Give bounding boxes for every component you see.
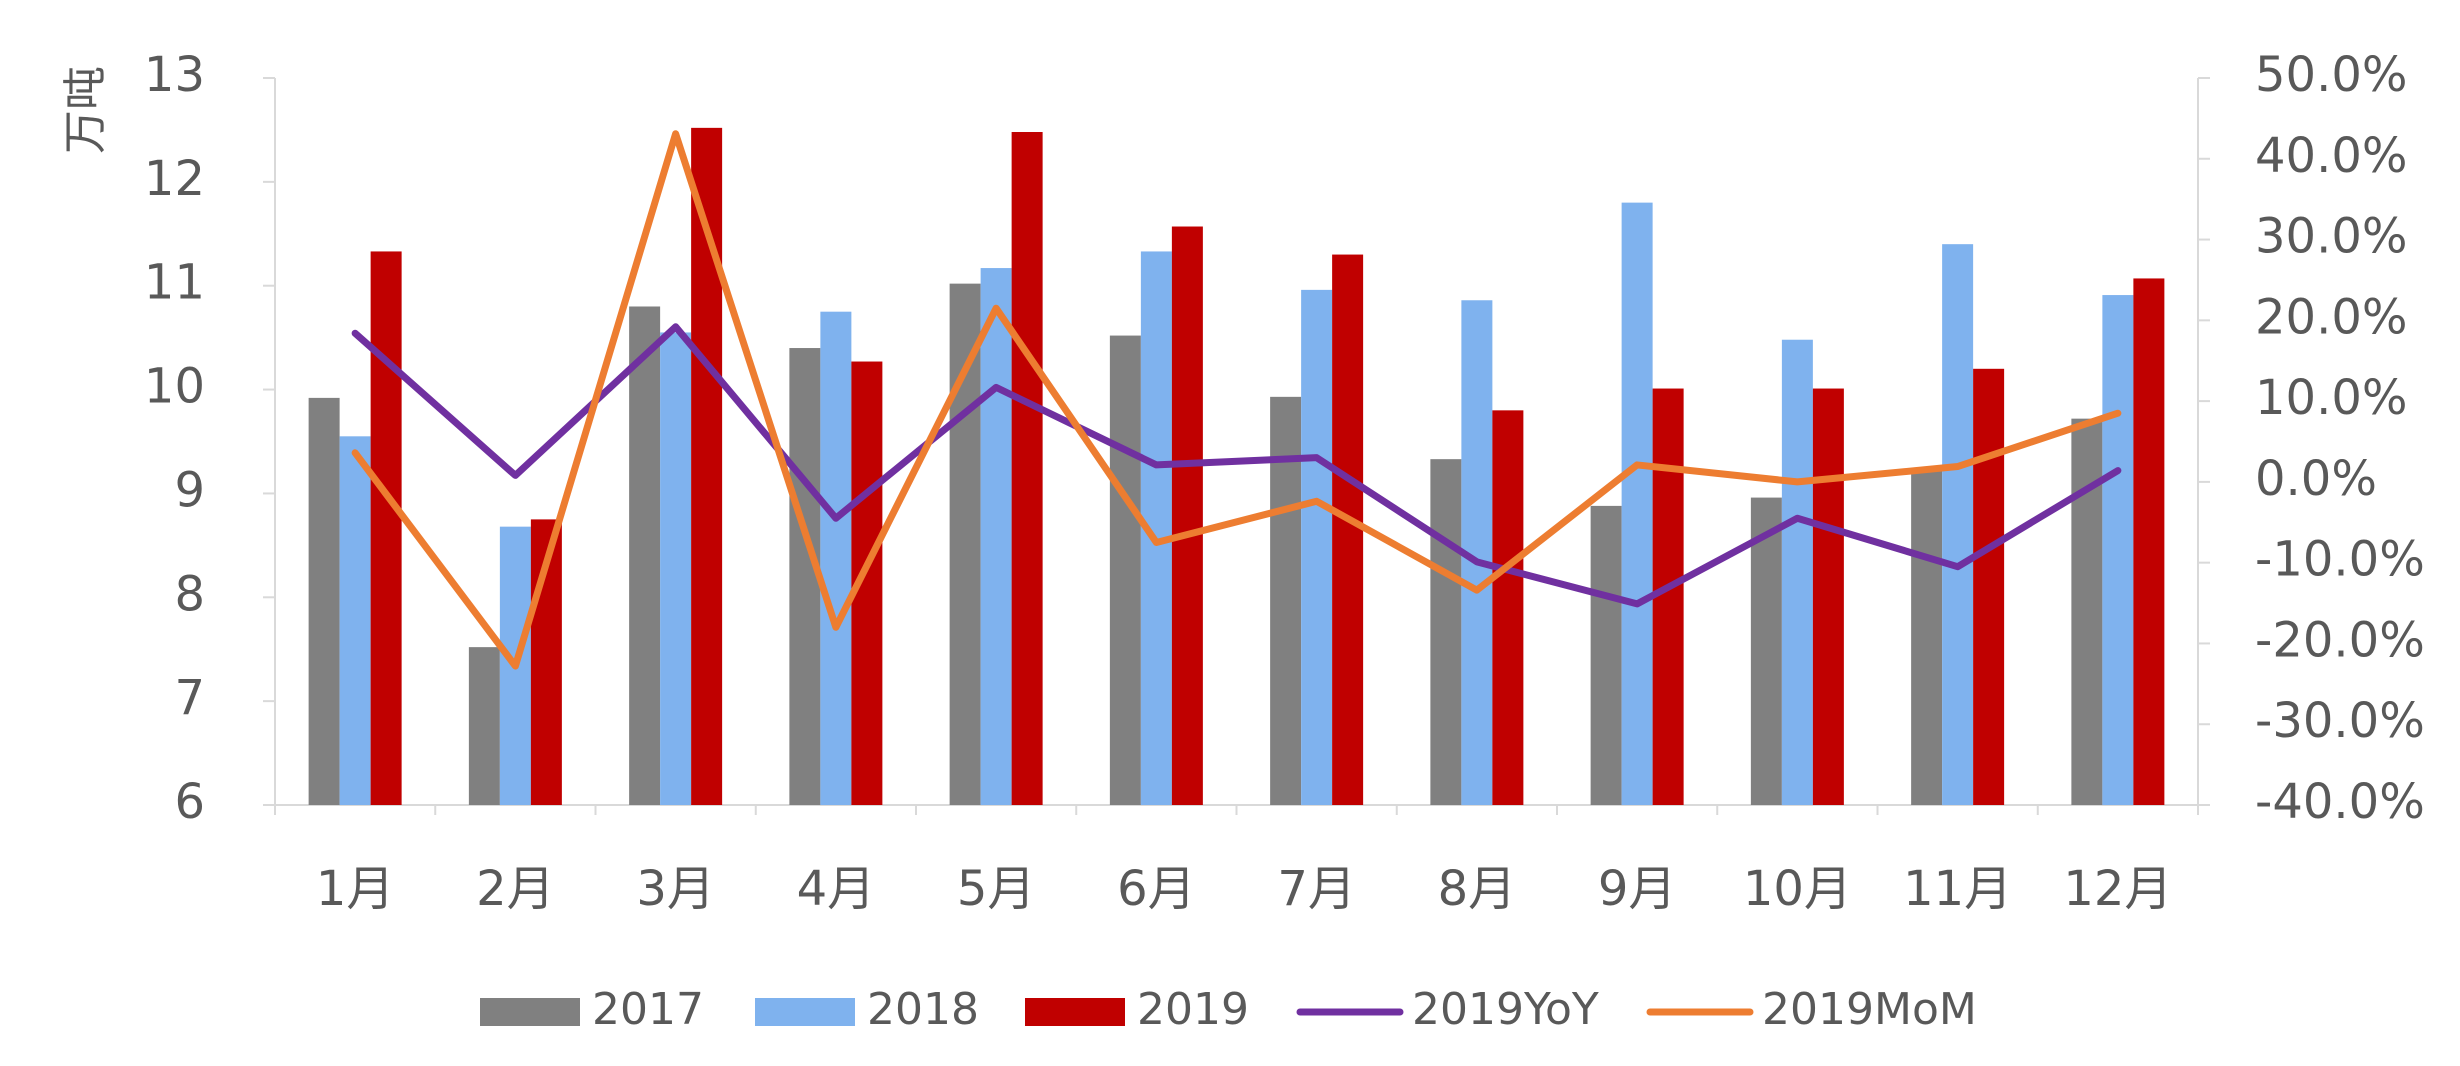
y-tick-label: 8	[174, 566, 205, 622]
lines	[351, 130, 2122, 670]
legend: 2017 2018 2019 2019YoY 2019MoM	[480, 984, 1977, 1035]
bar-2018	[820, 311, 852, 805]
x-tick-label: 5月	[957, 861, 1036, 917]
line-2019MoM	[351, 130, 2122, 670]
bar-2018	[660, 332, 692, 805]
x-tick-label: 11月	[1903, 861, 2012, 917]
x-tick-label: 7月	[1277, 861, 1356, 917]
x-tick-label: 2月	[476, 861, 555, 917]
bar-2018	[1781, 339, 1813, 805]
y2-tick-label: -40.0%	[2255, 774, 2425, 830]
bar-2017	[949, 283, 981, 805]
bar-2018	[339, 436, 371, 805]
bar-2017	[1750, 497, 1782, 805]
legend-label-2019: 2019	[1137, 984, 1249, 1035]
bar-2018	[1942, 244, 1974, 805]
legend-label-2019MoM: 2019MoM	[1762, 984, 1977, 1035]
legend-label-2017: 2017	[592, 984, 704, 1035]
y2-tick-label: 10.0%	[2255, 370, 2407, 426]
bar-2019	[1011, 132, 1043, 805]
x-tick-label: 9月	[1598, 861, 1677, 917]
y2-tick-label: 20.0%	[2255, 289, 2407, 345]
bars	[308, 127, 2165, 806]
x-tick-label: 3月	[636, 861, 715, 917]
y2-tick-label: 40.0%	[2255, 128, 2407, 184]
x-tick-label: 1月	[316, 861, 395, 917]
y2-tick-label: 0.0%	[2255, 451, 2377, 507]
bar-2017	[629, 306, 661, 805]
y-tick-label: 11	[144, 255, 205, 311]
bar-2018	[1301, 289, 1333, 806]
bar-2019	[2133, 278, 2165, 805]
y2-tick-label: -30.0%	[2255, 693, 2425, 749]
bar-2019	[1171, 226, 1203, 805]
line-2019YoY	[351, 323, 2122, 608]
bar-2019	[1812, 388, 1844, 805]
y2-tick-label: -10.0%	[2255, 532, 2425, 588]
tick-labels: 13 12 11 10 9 8 7 6 50.0% 40.0% 30.0% 20.0% 10.0% 0.0…	[144, 47, 2425, 917]
y2-tick-label: 50.0%	[2255, 47, 2407, 103]
legend-label-2018: 2018	[867, 984, 979, 1035]
x-tick-label: 12月	[2063, 861, 2172, 917]
bar-2017	[1109, 335, 1141, 805]
bar-2017	[468, 647, 500, 805]
axes	[263, 77, 2210, 815]
bar-2019	[1492, 410, 1524, 805]
bar-2018	[980, 268, 1012, 805]
legend-swatch-2018	[755, 998, 855, 1026]
y-tick-label: 12	[144, 151, 205, 207]
y-tick-label: 13	[144, 47, 205, 103]
bar-2017	[1911, 470, 1943, 805]
legend-label-2019YoY: 2019YoY	[1412, 984, 1599, 1035]
y-tick-label: 10	[144, 359, 205, 415]
legend-swatch-2019	[1025, 998, 1125, 1026]
bar-2019	[1332, 254, 1364, 806]
y2-tick-label: -20.0%	[2255, 612, 2425, 668]
bar-2018	[2102, 295, 2134, 805]
y-tick-label: 6	[174, 774, 205, 830]
bar-2018	[1621, 202, 1653, 806]
bar-2017	[1270, 396, 1302, 805]
x-tick-label: 4月	[797, 861, 876, 917]
bar-2017	[2071, 418, 2103, 805]
legend-swatch-2017	[480, 998, 580, 1026]
y-axis-label: 万吨	[60, 66, 111, 154]
bar-2017	[1430, 459, 1462, 805]
bar-2019	[691, 127, 723, 805]
bar-2017	[308, 397, 340, 805]
x-tick-label: 8月	[1438, 861, 1517, 917]
x-tick-label: 6月	[1117, 861, 1196, 917]
bar-2017	[789, 348, 821, 805]
bar-2019	[370, 251, 402, 806]
x-tick-label: 10月	[1743, 861, 1852, 917]
bar-2017	[1590, 505, 1622, 805]
bar-2019	[1973, 368, 2005, 805]
y-tick-label: 7	[174, 670, 205, 726]
y2-tick-label: 30.0%	[2255, 209, 2407, 265]
y-tick-label: 9	[174, 462, 205, 518]
